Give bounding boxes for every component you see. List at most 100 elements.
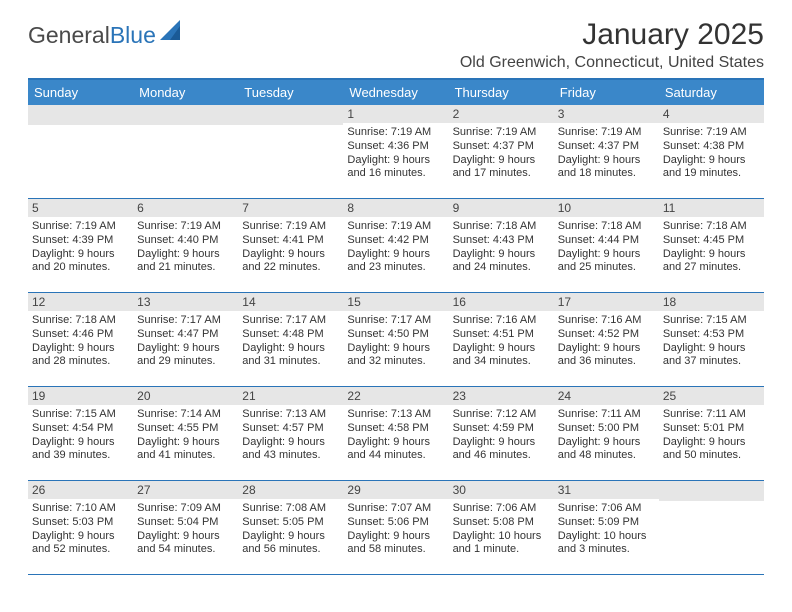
detail-line: Sunset: 4:37 PM bbox=[453, 140, 550, 154]
day-number: 15 bbox=[343, 293, 448, 311]
calendar-cell: 21Sunrise: 7:13 AMSunset: 4:57 PMDayligh… bbox=[238, 387, 343, 481]
day-number: 24 bbox=[554, 387, 659, 405]
day-number: 5 bbox=[28, 199, 133, 217]
detail-line: Sunrise: 7:07 AM bbox=[347, 502, 444, 516]
day-number: 9 bbox=[449, 199, 554, 217]
detail-line: Daylight: 9 hours and 39 minutes. bbox=[32, 436, 129, 464]
day-number bbox=[659, 481, 764, 501]
calendar-cell: 24Sunrise: 7:11 AMSunset: 5:00 PMDayligh… bbox=[554, 387, 659, 481]
detail-line: Daylight: 9 hours and 32 minutes. bbox=[347, 342, 444, 370]
calendar-cell: 1Sunrise: 7:19 AMSunset: 4:36 PMDaylight… bbox=[343, 105, 448, 199]
detail-line: Sunrise: 7:18 AM bbox=[32, 314, 129, 328]
calendar-cell: 14Sunrise: 7:17 AMSunset: 4:48 PMDayligh… bbox=[238, 293, 343, 387]
detail-line: Sunset: 4:36 PM bbox=[347, 140, 444, 154]
day-details bbox=[28, 125, 133, 130]
detail-line: Daylight: 9 hours and 18 minutes. bbox=[558, 154, 655, 182]
detail-line: Daylight: 9 hours and 50 minutes. bbox=[663, 436, 760, 464]
day-details: Sunrise: 7:11 AMSunset: 5:00 PMDaylight:… bbox=[554, 405, 659, 465]
detail-line: Sunrise: 7:16 AM bbox=[453, 314, 550, 328]
day-details: Sunrise: 7:19 AMSunset: 4:37 PMDaylight:… bbox=[449, 123, 554, 183]
detail-line: Daylight: 9 hours and 19 minutes. bbox=[663, 154, 760, 182]
calendar-cell: 5Sunrise: 7:19 AMSunset: 4:39 PMDaylight… bbox=[28, 199, 133, 293]
day-details: Sunrise: 7:11 AMSunset: 5:01 PMDaylight:… bbox=[659, 405, 764, 465]
detail-line: Sunrise: 7:16 AM bbox=[558, 314, 655, 328]
day-number: 25 bbox=[659, 387, 764, 405]
day-details: Sunrise: 7:17 AMSunset: 4:48 PMDaylight:… bbox=[238, 311, 343, 371]
day-number: 30 bbox=[449, 481, 554, 499]
day-number: 7 bbox=[238, 199, 343, 217]
calendar-cell: 25Sunrise: 7:11 AMSunset: 5:01 PMDayligh… bbox=[659, 387, 764, 481]
detail-line: Sunset: 4:41 PM bbox=[242, 234, 339, 248]
day-details: Sunrise: 7:17 AMSunset: 4:47 PMDaylight:… bbox=[133, 311, 238, 371]
day-number: 11 bbox=[659, 199, 764, 217]
calendar-cell: 29Sunrise: 7:07 AMSunset: 5:06 PMDayligh… bbox=[343, 481, 448, 575]
month-title: January 2025 bbox=[460, 18, 764, 52]
detail-line: Sunset: 5:05 PM bbox=[242, 516, 339, 530]
detail-line: Daylight: 9 hours and 44 minutes. bbox=[347, 436, 444, 464]
detail-line: Sunset: 4:44 PM bbox=[558, 234, 655, 248]
detail-line: Daylight: 9 hours and 25 minutes. bbox=[558, 248, 655, 276]
day-details: Sunrise: 7:19 AMSunset: 4:37 PMDaylight:… bbox=[554, 123, 659, 183]
calendar-cell: 11Sunrise: 7:18 AMSunset: 4:45 PMDayligh… bbox=[659, 199, 764, 293]
detail-line: Daylight: 9 hours and 21 minutes. bbox=[137, 248, 234, 276]
detail-line: Daylight: 9 hours and 54 minutes. bbox=[137, 530, 234, 558]
detail-line: Daylight: 9 hours and 28 minutes. bbox=[32, 342, 129, 370]
detail-line: Sunrise: 7:17 AM bbox=[242, 314, 339, 328]
day-details: Sunrise: 7:15 AMSunset: 4:54 PMDaylight:… bbox=[28, 405, 133, 465]
calendar-cell: 17Sunrise: 7:16 AMSunset: 4:52 PMDayligh… bbox=[554, 293, 659, 387]
logo-word2: Blue bbox=[110, 22, 156, 48]
day-number: 12 bbox=[28, 293, 133, 311]
location: Old Greenwich, Connecticut, United State… bbox=[460, 54, 764, 72]
calendar-cell: 31Sunrise: 7:06 AMSunset: 5:09 PMDayligh… bbox=[554, 481, 659, 575]
detail-line: Sunset: 5:01 PM bbox=[663, 422, 760, 436]
detail-line: Sunset: 4:58 PM bbox=[347, 422, 444, 436]
detail-line: Daylight: 10 hours and 1 minute. bbox=[453, 530, 550, 558]
day-details: Sunrise: 7:16 AMSunset: 4:52 PMDaylight:… bbox=[554, 311, 659, 371]
weekday-header: Sunday bbox=[28, 79, 133, 105]
detail-line: Sunset: 4:37 PM bbox=[558, 140, 655, 154]
detail-line: Sunrise: 7:12 AM bbox=[453, 408, 550, 422]
day-number bbox=[238, 105, 343, 125]
day-details: Sunrise: 7:07 AMSunset: 5:06 PMDaylight:… bbox=[343, 499, 448, 559]
calendar-cell: 16Sunrise: 7:16 AMSunset: 4:51 PMDayligh… bbox=[449, 293, 554, 387]
day-details: Sunrise: 7:19 AMSunset: 4:39 PMDaylight:… bbox=[28, 217, 133, 277]
calendar-cell: 10Sunrise: 7:18 AMSunset: 4:44 PMDayligh… bbox=[554, 199, 659, 293]
weekday-header-row: SundayMondayTuesdayWednesdayThursdayFrid… bbox=[28, 79, 764, 105]
day-number: 22 bbox=[343, 387, 448, 405]
day-details: Sunrise: 7:18 AMSunset: 4:45 PMDaylight:… bbox=[659, 217, 764, 277]
calendar-cell bbox=[133, 105, 238, 199]
calendar-cell bbox=[238, 105, 343, 199]
detail-line: Daylight: 10 hours and 3 minutes. bbox=[558, 530, 655, 558]
detail-line: Sunrise: 7:06 AM bbox=[453, 502, 550, 516]
detail-line: Sunrise: 7:17 AM bbox=[137, 314, 234, 328]
detail-line: Sunset: 4:51 PM bbox=[453, 328, 550, 342]
detail-line: Sunset: 4:53 PM bbox=[663, 328, 760, 342]
day-details: Sunrise: 7:16 AMSunset: 4:51 PMDaylight:… bbox=[449, 311, 554, 371]
logo: GeneralBlue bbox=[28, 18, 186, 49]
weekday-header: Monday bbox=[133, 79, 238, 105]
calendar-cell: 18Sunrise: 7:15 AMSunset: 4:53 PMDayligh… bbox=[659, 293, 764, 387]
day-number: 3 bbox=[554, 105, 659, 123]
detail-line: Daylight: 9 hours and 34 minutes. bbox=[453, 342, 550, 370]
detail-line: Sunset: 4:48 PM bbox=[242, 328, 339, 342]
day-details: Sunrise: 7:17 AMSunset: 4:50 PMDaylight:… bbox=[343, 311, 448, 371]
detail-line: Sunrise: 7:08 AM bbox=[242, 502, 339, 516]
calendar-week-row: 5Sunrise: 7:19 AMSunset: 4:39 PMDaylight… bbox=[28, 199, 764, 293]
detail-line: Sunset: 4:55 PM bbox=[137, 422, 234, 436]
calendar-table: SundayMondayTuesdayWednesdayThursdayFrid… bbox=[28, 78, 764, 575]
day-details: Sunrise: 7:19 AMSunset: 4:36 PMDaylight:… bbox=[343, 123, 448, 183]
day-number: 17 bbox=[554, 293, 659, 311]
detail-line: Daylight: 9 hours and 41 minutes. bbox=[137, 436, 234, 464]
weekday-header: Thursday bbox=[449, 79, 554, 105]
detail-line: Sunrise: 7:19 AM bbox=[242, 220, 339, 234]
day-details: Sunrise: 7:09 AMSunset: 5:04 PMDaylight:… bbox=[133, 499, 238, 559]
day-number: 26 bbox=[28, 481, 133, 499]
day-details: Sunrise: 7:06 AMSunset: 5:08 PMDaylight:… bbox=[449, 499, 554, 559]
day-number: 20 bbox=[133, 387, 238, 405]
day-details: Sunrise: 7:18 AMSunset: 4:46 PMDaylight:… bbox=[28, 311, 133, 371]
detail-line: Daylight: 9 hours and 52 minutes. bbox=[32, 530, 129, 558]
day-number: 18 bbox=[659, 293, 764, 311]
day-number: 10 bbox=[554, 199, 659, 217]
detail-line: Sunset: 5:04 PM bbox=[137, 516, 234, 530]
detail-line: Sunrise: 7:11 AM bbox=[558, 408, 655, 422]
